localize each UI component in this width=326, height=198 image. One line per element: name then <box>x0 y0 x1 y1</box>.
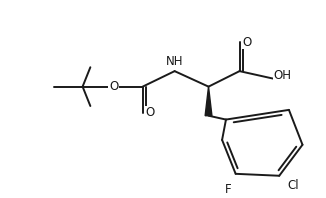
Text: Cl: Cl <box>287 179 299 192</box>
Polygon shape <box>205 87 212 116</box>
Text: NH: NH <box>166 55 183 68</box>
Text: F: F <box>225 183 231 196</box>
Text: O: O <box>109 80 118 93</box>
Text: O: O <box>146 106 155 119</box>
Text: O: O <box>243 36 252 49</box>
Text: OH: OH <box>273 69 291 83</box>
